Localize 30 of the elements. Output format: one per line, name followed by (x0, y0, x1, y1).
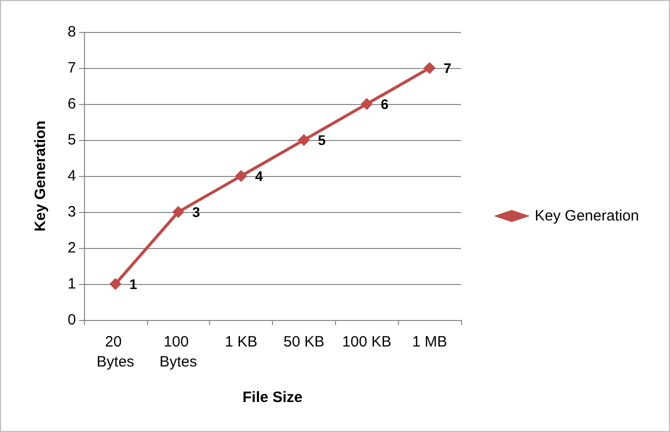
y-tick-label: 0 (68, 312, 76, 328)
data-label: 7 (444, 60, 452, 76)
y-tick-label: 4 (68, 168, 76, 184)
data-label: 1 (129, 276, 138, 292)
point (424, 62, 436, 74)
x-tick-label: 20 Bytes (96, 334, 134, 370)
x-axis-title: File Size (242, 389, 303, 406)
data-label: 5 (318, 132, 326, 148)
point (172, 206, 184, 218)
legend-label: Key Generation (534, 208, 640, 224)
point (298, 134, 310, 146)
x-tick-label: 100 KB (342, 334, 392, 350)
point (360, 98, 373, 110)
y-tick-label: 6 (68, 96, 76, 112)
x-tick-label: 100 Bytes (159, 334, 198, 370)
y-tick-label: 3 (68, 204, 76, 220)
x-tick-label: 1 KB (224, 334, 258, 350)
y-tick-label: 8 (68, 24, 76, 40)
data-label: 3 (192, 204, 200, 220)
y-axis-title: Key Generation (32, 120, 49, 232)
point (109, 278, 122, 290)
y-tick-label: 1 (68, 276, 76, 292)
x-tick-label: 1 MB (412, 334, 448, 350)
y-tick-label: 5 (68, 132, 76, 148)
data-label: 4 (255, 168, 264, 184)
data-label: 6 (380, 96, 389, 112)
point (235, 170, 248, 182)
y-tick-label: 2 (68, 240, 76, 256)
y-tick-label: 7 (68, 60, 76, 76)
x-tick-label: 50 KB (283, 334, 324, 350)
